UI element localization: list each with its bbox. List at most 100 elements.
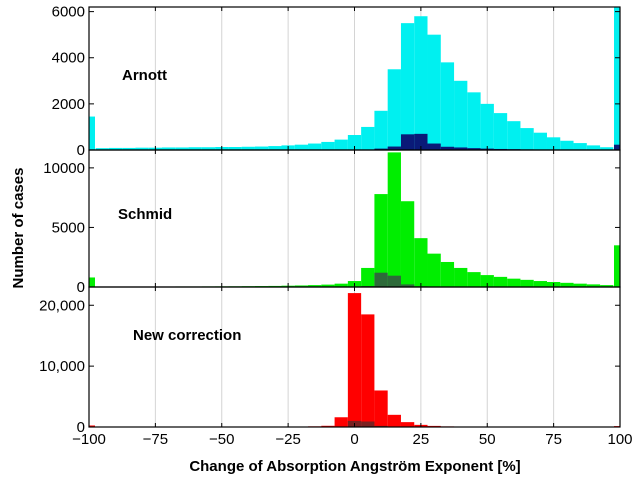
histogram-bar xyxy=(334,283,348,287)
histogram-bar xyxy=(440,146,455,150)
histogram-bar xyxy=(361,314,375,427)
histogram-bar xyxy=(560,140,574,150)
histogram-bar xyxy=(414,16,428,151)
histogram-bar xyxy=(254,146,269,150)
histogram-bar xyxy=(467,92,481,150)
histogram-bar xyxy=(334,139,348,150)
histogram-bar xyxy=(321,284,335,287)
histogram-bar xyxy=(361,267,375,287)
x-tick-label: 50 xyxy=(479,431,496,448)
panels: 0 2000 4000 6000 Arnott 0 5000 10000 Schmid 0 10,0… xyxy=(39,4,632,448)
histogram-bar xyxy=(493,113,508,150)
panel-1: 0 5000 10000 Schmid xyxy=(43,149,621,296)
histogram-bar xyxy=(400,422,415,427)
panel-0: 0 2000 4000 6000 Arnott xyxy=(52,4,621,159)
histogram-bar xyxy=(374,272,388,287)
histogram-bar xyxy=(480,275,494,287)
histogram-bar xyxy=(387,152,401,287)
y-tick-label: 2000 xyxy=(52,96,85,113)
x-tick-label: −75 xyxy=(143,431,168,448)
histogram-bar xyxy=(387,69,401,150)
histogram-bar xyxy=(586,145,601,150)
histogram-bar xyxy=(268,146,282,150)
series-0-0 xyxy=(89,7,620,151)
histogram-bar xyxy=(321,425,335,427)
y-tick-label: 0 xyxy=(77,279,85,296)
histogram-bar xyxy=(387,275,401,287)
y-tick-label: 5000 xyxy=(52,219,85,236)
histogram-bar xyxy=(546,137,561,150)
x-tick-label: −25 xyxy=(275,431,300,448)
y-tick-label: 10,000 xyxy=(39,358,85,375)
histogram-bar xyxy=(440,261,455,287)
histogram-bar xyxy=(241,146,255,150)
histogram-bar xyxy=(573,143,587,150)
edge-bar xyxy=(614,7,620,150)
histogram-bar xyxy=(586,284,601,287)
y-tick-label: 6000 xyxy=(52,4,85,21)
edge-bar xyxy=(614,144,620,150)
panel-label: New correction xyxy=(133,327,241,344)
y-tick-label: 20,000 xyxy=(39,297,85,314)
histogram-bar xyxy=(560,282,574,287)
histogram-bar xyxy=(427,143,441,150)
histogram-bar xyxy=(374,148,388,150)
histogram-bar xyxy=(387,146,401,150)
histogram-bar xyxy=(414,238,428,287)
histogram-bar xyxy=(347,135,362,150)
histogram-bar xyxy=(480,103,494,150)
histogram-bar xyxy=(427,34,441,151)
y-tick-label: 10000 xyxy=(43,160,85,177)
histogram-bar xyxy=(108,147,123,150)
x-tick-label: 75 xyxy=(545,431,562,448)
edge-bar xyxy=(89,425,95,427)
histogram-bar xyxy=(427,253,441,287)
histogram-bar xyxy=(520,279,534,287)
histogram-bar xyxy=(308,285,322,287)
panel-label: Schmid xyxy=(118,206,172,223)
histogram-bar xyxy=(294,285,309,287)
histogram-bar xyxy=(507,278,521,287)
histogram-bar xyxy=(400,134,415,150)
histogram-bar xyxy=(162,147,176,150)
histogram-bar xyxy=(467,272,481,287)
histogram-bar xyxy=(334,417,348,427)
histogram-bar xyxy=(308,143,322,150)
histogram-bar xyxy=(400,23,415,151)
y-tick-label: 0 xyxy=(77,142,85,159)
series-2-0 xyxy=(89,293,620,427)
histogram-bar xyxy=(600,147,614,150)
histogram-bar xyxy=(454,267,468,287)
histogram-bar xyxy=(414,133,428,150)
x-tick-label: 25 xyxy=(413,431,430,448)
histogram-bar xyxy=(493,276,508,287)
histogram-bar xyxy=(228,147,242,150)
y-axis-title: Number of cases xyxy=(10,168,27,289)
panel-2: 0 10,000 20,000 New correction xyxy=(39,286,621,436)
histogram-bar xyxy=(440,62,455,150)
x-axis-title: Change of Absorption Angström Exponent [… xyxy=(189,458,520,475)
histogram-bar xyxy=(122,147,136,150)
histogram-bar xyxy=(507,121,521,150)
histogram-bar xyxy=(400,284,415,287)
histogram-bar xyxy=(374,390,388,427)
histogram-bar xyxy=(573,283,587,287)
histogram-bar xyxy=(520,128,534,150)
histogram-bar xyxy=(175,147,189,150)
x-tick-label: −50 xyxy=(209,431,234,448)
histogram-bar xyxy=(467,148,481,150)
x-tick-label: −100 xyxy=(72,431,106,448)
histogram-bar xyxy=(374,110,388,150)
histogram-bar xyxy=(294,144,309,150)
histogram-bar xyxy=(600,285,614,287)
edge-bar xyxy=(89,277,95,287)
histogram-bar xyxy=(454,147,468,150)
histogram-bar xyxy=(533,281,547,287)
histogram-bar xyxy=(400,201,415,287)
histogram-bar xyxy=(135,147,149,150)
histogram-bar xyxy=(533,132,547,150)
histogram-bar xyxy=(361,126,375,150)
edge-bar xyxy=(614,245,620,287)
histogram-bar xyxy=(387,414,401,427)
